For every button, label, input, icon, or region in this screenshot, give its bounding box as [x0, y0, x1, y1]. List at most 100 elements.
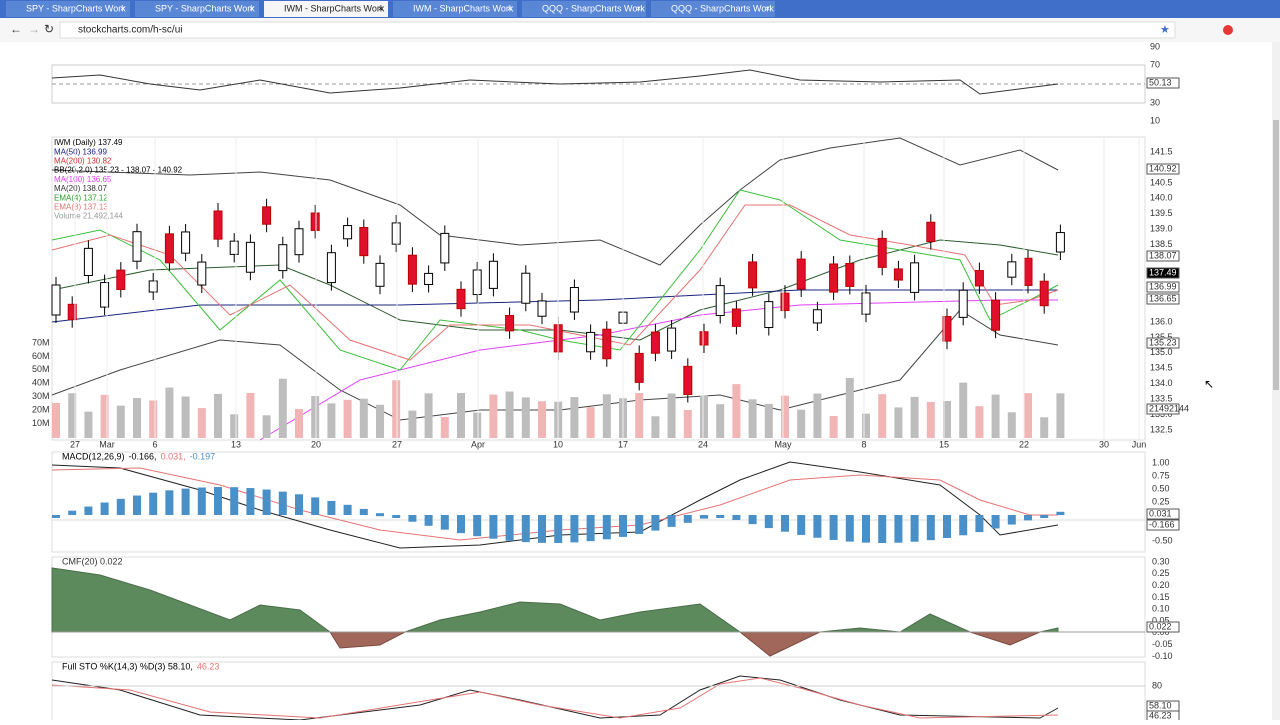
- scroll-thumb[interactable]: [1273, 120, 1279, 390]
- value-badge-text: 46.23: [1149, 710, 1172, 720]
- volume-bar: [116, 405, 125, 438]
- volume-bar: [635, 393, 644, 438]
- rsi-axis-label: 90: [1150, 41, 1160, 51]
- date-label: Jun: [1132, 439, 1147, 449]
- candle-body: [893, 268, 903, 281]
- macd-histogram-bar: [165, 490, 174, 515]
- date-label: 24: [698, 439, 708, 449]
- rsi-axis-label: 10: [1150, 115, 1160, 125]
- volume-bar: [651, 416, 660, 438]
- cmf-axis-label: -0.05: [1152, 639, 1173, 649]
- cmf-axis-label: 0.30: [1152, 556, 1170, 566]
- candle-body: [375, 262, 385, 287]
- macd-histogram-bar: [878, 515, 887, 543]
- sto-d: [51, 677, 1059, 719]
- forward-button[interactable]: →: [28, 22, 40, 36]
- candle-body: [164, 233, 174, 264]
- price-axis-label: 135.5: [1150, 332, 1173, 342]
- macd-histogram-bar: [910, 515, 919, 542]
- candle-body: [1007, 261, 1017, 278]
- extension-icon[interactable]: [1223, 25, 1233, 35]
- value-badge-text: 50.13: [1149, 77, 1172, 87]
- candle-body: [650, 331, 660, 354]
- macd-histogram-bar: [489, 515, 498, 539]
- candle-body: [181, 231, 191, 254]
- date-label: 13: [231, 439, 241, 449]
- date-label: 20: [311, 439, 321, 449]
- macd-histogram-bar: [813, 515, 822, 538]
- macd-histogram-bar: [716, 515, 725, 518]
- date-label: 30: [1099, 439, 1109, 449]
- value-badge-text: 21492144: [1149, 403, 1189, 413]
- volume-bar: [829, 415, 838, 438]
- macd-histogram-bar: [295, 494, 303, 515]
- volume-axis-label: 40M: [32, 378, 50, 388]
- candle-body: [262, 206, 272, 225]
- volume-bar: [68, 393, 77, 438]
- candle-body: [505, 314, 515, 332]
- candle-body: [910, 262, 920, 293]
- legend-entry: Volume 21,492,144: [54, 212, 123, 221]
- macd-histogram-bar: [667, 515, 676, 527]
- macd-axis-label: 1.00: [1152, 457, 1170, 467]
- candle-body: [602, 328, 612, 360]
- volume-bar: [764, 403, 773, 438]
- candle-body: [780, 292, 790, 312]
- cmf-negative-area: [329, 631, 1041, 657]
- volume-bar: [181, 396, 190, 438]
- macd-histogram-bar: [1056, 511, 1065, 515]
- candles: [51, 198, 1065, 543]
- volume-bar: [716, 404, 725, 438]
- macd-histogram-bar: [521, 515, 530, 543]
- sto-k: [51, 675, 1059, 721]
- cmf-axis-label: 0.15: [1152, 592, 1170, 602]
- cmf-axis-label: 0.25: [1152, 568, 1170, 578]
- legend-entry: MA(200) 130.82: [54, 157, 112, 166]
- tab-close: ×: [507, 3, 512, 13]
- volume-bar: [845, 378, 854, 438]
- macd-histogram-bar: [570, 515, 579, 543]
- value-badge: [1146, 163, 1180, 175]
- macd-histogram-bar: [278, 491, 287, 515]
- macd-histogram-bar: [683, 515, 692, 523]
- value-badge: [1146, 337, 1180, 349]
- candle-body: [67, 303, 77, 321]
- tab[interactable]: IWM - SharpCharts Work×: [393, 1, 517, 17]
- volume-bar: [149, 400, 158, 438]
- tab-body: [651, 1, 775, 17]
- legend-entry: IWM (Daily) 137.49: [54, 138, 123, 147]
- macd-histogram-bar: [748, 515, 757, 525]
- date-label: 10: [553, 439, 563, 449]
- candle-body: [100, 282, 110, 308]
- tab[interactable]: IWM - SharpCharts Work×: [264, 1, 388, 17]
- volume-bar: [732, 384, 741, 438]
- price-axis-label: 132.5: [1150, 424, 1173, 434]
- tab-body: [6, 1, 130, 17]
- tab[interactable]: QQQ - SharpCharts Work×: [522, 1, 646, 17]
- candle-body: [812, 309, 822, 324]
- volume-bar: [165, 387, 174, 438]
- value-badge-text: 138.07: [1149, 250, 1177, 260]
- candle-body: [667, 327, 677, 352]
- volume-bar: [262, 415, 271, 438]
- volume-bar: [700, 395, 708, 438]
- volume-bar: [295, 409, 303, 438]
- tab[interactable]: QQQ - SharpCharts Work×: [651, 1, 775, 17]
- bookmark-star[interactable]: ★: [1160, 24, 1170, 36]
- macd-axis-label: 0.75: [1152, 470, 1170, 480]
- back-button[interactable]: ←: [10, 22, 22, 36]
- date-label: 17: [618, 439, 628, 449]
- tab[interactable]: SPY - SharpCharts Work×: [135, 1, 259, 17]
- reload-button[interactable]: ↻: [44, 22, 54, 36]
- candle-body: [197, 261, 207, 286]
- date-label: 15: [939, 439, 949, 449]
- legend-entry: EMA(4) 137.12: [54, 193, 108, 202]
- volume-bar: [521, 397, 530, 438]
- address-bar[interactable]: [59, 21, 1176, 39]
- volume-bar: [683, 409, 692, 438]
- tab[interactable]: SPY - SharpCharts Work×: [6, 1, 130, 17]
- cmf-area: [404, 601, 1059, 633]
- macd-histogram-bar: [100, 502, 109, 515]
- macd-histogram-bar: [505, 515, 514, 541]
- legend-entry: MA(50) 136.99: [54, 147, 107, 156]
